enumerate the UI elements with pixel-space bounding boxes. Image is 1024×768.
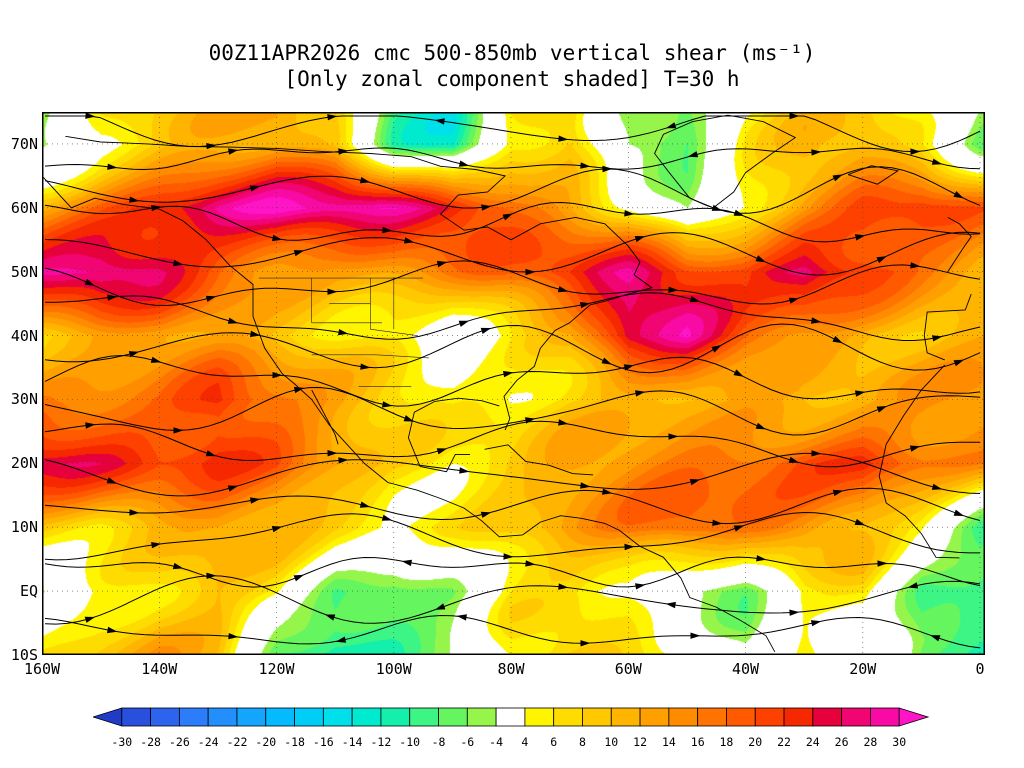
colorbar-label: 30 xyxy=(892,735,906,749)
colorbar-label: 12 xyxy=(633,735,647,749)
colorbar-label: -14 xyxy=(342,735,363,749)
colorbar-label: -28 xyxy=(140,735,161,749)
colorbar-label: -22 xyxy=(227,735,248,749)
colorbar-arrow-low xyxy=(93,707,123,727)
lon-tick-20W: 20W xyxy=(849,660,877,678)
lat-tick-30N: 30N xyxy=(10,390,38,409)
colorbar-segment xyxy=(178,707,209,727)
streamlines-overlay xyxy=(42,112,985,655)
lat-tick-10S: 10S xyxy=(10,646,38,664)
title-line-2: [Only zonal component shaded] T=30 h xyxy=(284,67,740,91)
colorbar-segment xyxy=(812,707,843,727)
title-line-1: 00Z11APR2026 cmc 500-850mb vertical shea… xyxy=(208,41,816,65)
colorbar-label: 22 xyxy=(777,735,791,749)
colorbar-segment xyxy=(121,707,151,727)
colorbar-arrow-high xyxy=(898,707,930,727)
graticule xyxy=(42,112,985,655)
map-plot-area xyxy=(42,112,985,655)
colorbar-segment xyxy=(697,707,727,727)
colorbar-label: -18 xyxy=(284,735,305,749)
lat-tick-EQ: EQ xyxy=(19,582,38,601)
lon-tick-0: 0 xyxy=(975,660,985,678)
colorbar-label: 20 xyxy=(748,735,762,749)
colorbar-segment xyxy=(322,707,353,727)
lat-tick-10N: 10N xyxy=(10,518,38,537)
colorbar-segment xyxy=(380,707,411,727)
streamlines xyxy=(44,112,981,649)
coastlines xyxy=(42,114,972,653)
colorbar-segment xyxy=(236,707,267,727)
colorbar-label: 14 xyxy=(662,735,676,749)
lon-tick-100W: 100W xyxy=(375,660,412,678)
colorbar-label: 6 xyxy=(550,735,557,749)
shear-shading-heatmap xyxy=(42,112,985,655)
colorbar-label: -20 xyxy=(255,735,276,749)
colorbar-segment xyxy=(582,707,612,727)
colorbar-segment xyxy=(438,707,468,727)
colorbar-segment xyxy=(466,707,497,727)
lon-tick-40W: 40W xyxy=(731,660,760,678)
map-contents xyxy=(42,112,985,655)
colorbar-segment xyxy=(265,707,295,727)
colorbar-label: -4 xyxy=(489,735,503,749)
colorbar-label: -30 xyxy=(111,735,132,749)
lat-tick-70N: 70N xyxy=(10,134,38,153)
colorbar-segment xyxy=(639,707,670,727)
colorbar-segment xyxy=(524,707,555,727)
colorbar-segment xyxy=(207,707,238,727)
colorbar-segment xyxy=(553,707,583,727)
colorbar-label: 16 xyxy=(691,735,705,749)
colorbar-label: -24 xyxy=(198,735,219,749)
colorbar-segment xyxy=(495,707,526,727)
colorbar-segment xyxy=(783,707,814,727)
lat-tick-20N: 20N xyxy=(10,454,38,473)
colorbar-label: 28 xyxy=(863,735,877,749)
lat-tick-50N: 50N xyxy=(10,262,38,281)
colorbar-label: 18 xyxy=(719,735,733,749)
colorbar-segment xyxy=(754,707,785,727)
colorbar-label: 8 xyxy=(579,735,586,749)
colorbar-label: -16 xyxy=(313,735,334,749)
colorbar-segment xyxy=(841,707,871,727)
colorbar-label: 26 xyxy=(835,735,849,749)
colorbar-segment xyxy=(726,707,756,727)
colorbar-label: 4 xyxy=(521,735,528,749)
colorbar-label: -12 xyxy=(371,735,392,749)
colorbar-label: -26 xyxy=(169,735,190,749)
lon-tick-60W: 60W xyxy=(614,660,642,678)
colorbar-segment xyxy=(294,707,324,727)
colorbar-segment xyxy=(409,707,439,727)
lon-tick-80W: 80W xyxy=(497,660,525,678)
lat-tick-60N: 60N xyxy=(10,198,38,217)
colorbar-label: -6 xyxy=(460,735,474,749)
colorbar-segment xyxy=(150,707,180,727)
colorbar-segment xyxy=(668,707,699,727)
colorbar-label: -8 xyxy=(432,735,446,749)
colorbar-label: 24 xyxy=(806,735,820,749)
lon-tick-120W: 120W xyxy=(258,660,295,678)
lon-tick-160W: 160W xyxy=(23,660,61,678)
lon-tick-140W: 140W xyxy=(141,660,178,678)
colorbar-segment xyxy=(351,707,382,727)
colorbar: -30 -28 -26 -24 -22 -20 -18 -16 -14 -12 -10 -8 -6 -4 4… xyxy=(93,707,930,749)
colorbar-segment xyxy=(610,707,641,727)
colorbar-label: 10 xyxy=(604,735,618,749)
chart-titles: 00Z11APR2026 cmc 500-850mb vertical shea… xyxy=(0,40,1024,92)
colorbar-label: -10 xyxy=(399,735,420,749)
lat-tick-40N: 40N xyxy=(10,326,38,345)
map-frame xyxy=(42,112,985,655)
colorbar-segment xyxy=(870,707,900,727)
